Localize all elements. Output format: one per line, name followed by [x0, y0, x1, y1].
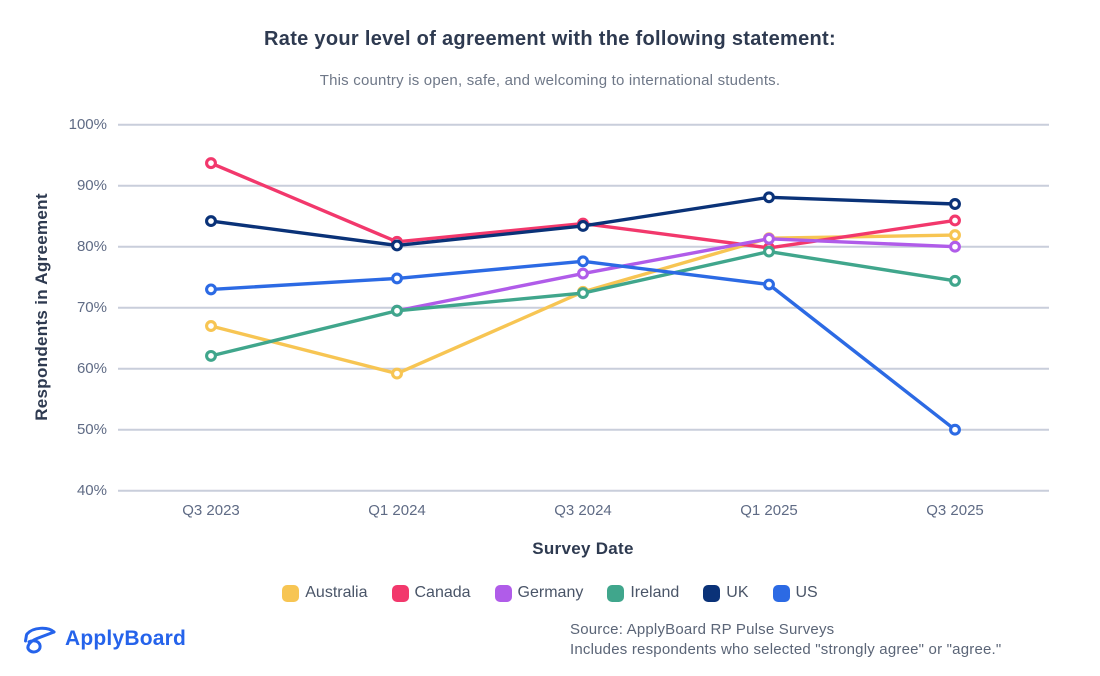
legend-swatch-ireland — [607, 584, 625, 602]
data-point-uk — [577, 220, 589, 232]
source-line-2: Includes respondents who selected "stron… — [570, 640, 1002, 658]
data-point-us — [949, 423, 961, 436]
legend-label: Australia — [305, 584, 368, 601]
source-line-1: Source: ApplyBoard RP Pulse Surveys — [570, 621, 835, 638]
y-tick-label: 60% — [76, 359, 107, 377]
data-point-australia — [205, 320, 217, 332]
x-tick-label: Q3 2025 — [926, 502, 984, 519]
x-tick-label: Q1 2024 — [368, 502, 426, 519]
legend-label: UK — [726, 584, 749, 601]
y-tick-label: 70% — [76, 298, 107, 316]
applyboard-logo-icon — [24, 626, 56, 653]
y-tick-label: 80% — [76, 237, 107, 255]
legend-item-ireland: Ireland — [607, 584, 679, 602]
series-line-germany — [395, 237, 957, 313]
data-point-uk — [205, 215, 217, 228]
y-tick-label: 100% — [68, 115, 107, 133]
y-tick-label: 90% — [76, 176, 107, 194]
data-point-ireland — [205, 349, 217, 362]
legend-label: Germany — [517, 584, 584, 601]
data-point-australia — [949, 229, 961, 242]
x-tick-label: Q1 2025 — [740, 502, 798, 519]
legend-swatch-canada — [391, 584, 409, 602]
legend-label: Ireland — [630, 584, 680, 601]
data-point-germany — [763, 232, 775, 245]
data-point-germany — [577, 267, 589, 280]
legend-swatch-uk — [703, 584, 721, 602]
legend-label: US — [795, 584, 818, 601]
legend-item-uk: UK — [703, 584, 749, 602]
legend: Australia Canada Germany Ireland UK US — [0, 584, 1100, 602]
y-tick-label: 50% — [76, 420, 107, 438]
x-axis-title: Survey Date — [532, 539, 634, 558]
data-point-us — [205, 283, 217, 296]
x-tick-label: Q3 2024 — [554, 502, 612, 519]
legend-item-australia: Australia — [282, 584, 368, 602]
chart-title: Rate your level of agreement with the fo… — [264, 28, 836, 50]
applyboard-wordmark: ApplyBoard — [65, 627, 187, 650]
chart-subtitle: This country is open, safe, and welcomin… — [319, 72, 781, 89]
data-point-ireland — [577, 287, 589, 300]
data-point-us — [391, 272, 403, 285]
legend-item-germany: Germany — [494, 584, 584, 602]
x-tick-label: Q3 2023 — [182, 502, 240, 519]
data-point-uk — [763, 191, 775, 204]
legend-swatch-australia — [282, 584, 300, 602]
applyboard-logo: ApplyBoard — [22, 621, 186, 657]
legend-label: Canada — [414, 584, 471, 601]
legend-swatch-us — [772, 584, 790, 602]
y-tick-label: 40% — [76, 481, 107, 499]
data-point-us — [577, 255, 589, 268]
source-note: Source: ApplyBoard RP Pulse Surveys Incl… — [570, 620, 1001, 659]
data-point-canada — [205, 157, 217, 170]
data-point-us — [763, 278, 775, 291]
data-point-canada — [949, 214, 961, 227]
legend-item-canada: Canada — [391, 584, 471, 602]
data-point-uk — [949, 198, 961, 210]
data-point-ireland — [949, 274, 961, 287]
data-point-uk — [391, 239, 403, 252]
data-point-germany — [949, 240, 961, 253]
legend-swatch-germany — [494, 584, 512, 602]
data-point-australia — [391, 367, 403, 380]
data-point-ireland — [391, 304, 403, 317]
data-point-ireland — [763, 245, 775, 258]
legend-item-us: US — [772, 584, 818, 602]
